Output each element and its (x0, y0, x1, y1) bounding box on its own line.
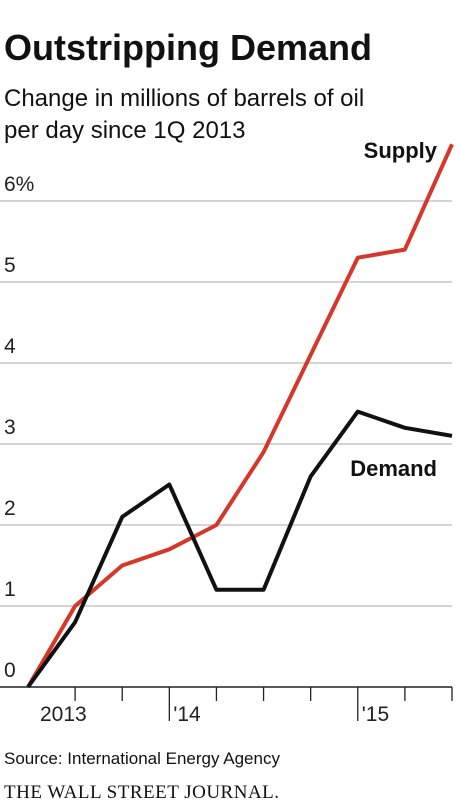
y-tick-label: 4 (4, 335, 16, 358)
y-tick-label: 0 (4, 659, 16, 682)
series-label: Demand (350, 456, 437, 481)
chart-title: Outstripping Demand (4, 27, 372, 68)
x-tick-label: '15 (362, 703, 389, 726)
subtitle: Change in millions of barrels of oil (4, 85, 364, 112)
y-tick-label: 5 (4, 254, 16, 277)
x-tick-label: 2013 (40, 703, 87, 726)
credit: THE WALL STREET JOURNAL. (4, 782, 280, 803)
y-tick-label: 3 (4, 416, 16, 439)
line (26, 143, 454, 689)
y-tick-label: 6% (4, 173, 34, 196)
source: Source: International Energy Agency (4, 749, 280, 768)
y-tick-label: 2 (4, 497, 16, 520)
x-tick-label: '14 (173, 703, 201, 726)
series-label: Supply (364, 138, 438, 163)
y-tick-label: 1 (4, 578, 16, 601)
line (26, 409, 453, 689)
subtitle: per day since 1Q 2013 (4, 117, 246, 144)
